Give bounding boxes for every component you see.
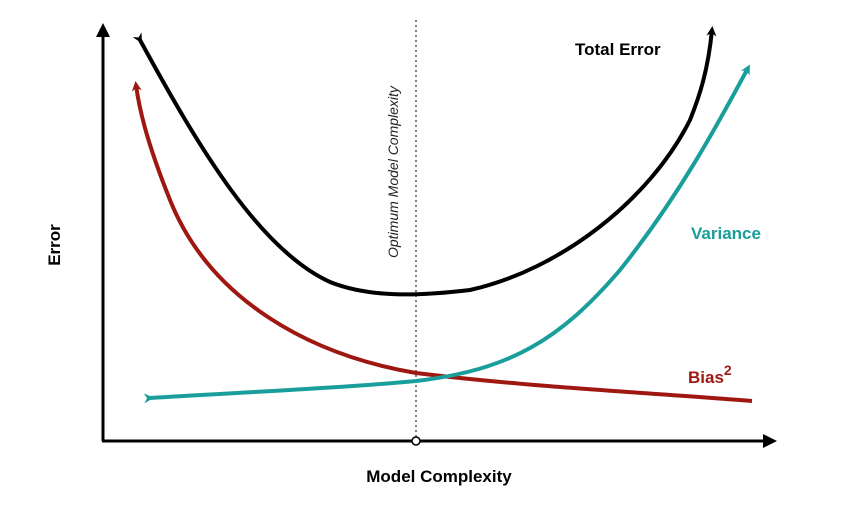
bias-curve <box>131 81 753 403</box>
optimum-point-marker <box>411 436 421 446</box>
bias-label: Bias2 <box>688 362 732 387</box>
y-axis-label: Error <box>45 224 64 266</box>
bias-label-text: Bias <box>688 368 724 387</box>
x-axis-label: Model Complexity <box>366 467 512 486</box>
total-error-curve <box>132 26 717 297</box>
variance-label: Variance <box>691 224 761 243</box>
bias-label-superscript: 2 <box>724 362 732 378</box>
optimum-label: Optimum Model Complexity <box>385 85 401 258</box>
variance-curve <box>143 64 750 404</box>
total-error-label: Total Error <box>575 40 661 59</box>
